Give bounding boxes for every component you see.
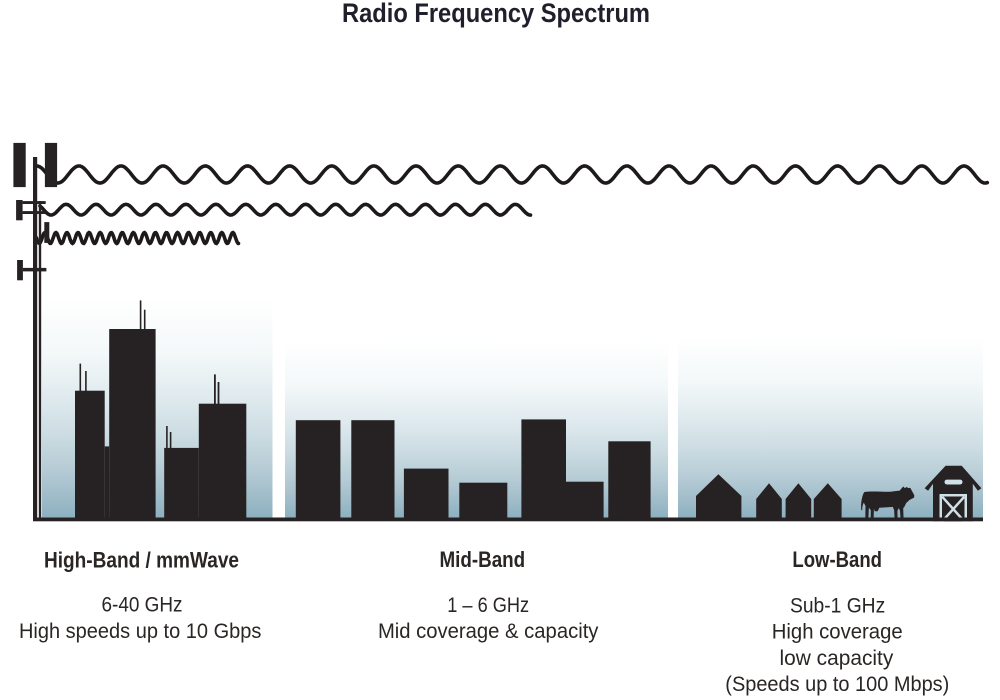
svg-text:Sub-1 GHz: Sub-1 GHz xyxy=(790,594,885,617)
svg-text:1 – 6 GHz: 1 – 6 GHz xyxy=(447,594,529,617)
svg-text:High-Band / mmWave: High-Band / mmWave xyxy=(44,548,239,573)
svg-text:(Speeds up to 100 Mbps): (Speeds up to 100 Mbps) xyxy=(725,673,949,696)
svg-text:Low-Band: Low-Band xyxy=(792,547,882,572)
svg-text:6-40 GHz: 6-40 GHz xyxy=(102,594,183,617)
svg-text:Mid coverage & capacity: Mid coverage & capacity xyxy=(378,620,599,643)
svg-text:High coverage: High coverage xyxy=(772,621,903,644)
svg-text:High speeds up to 10 Gbps: High speeds up to 10 Gbps xyxy=(19,620,262,643)
svg-text:Mid-Band: Mid-Band xyxy=(439,547,525,572)
svg-text:low capacity: low capacity xyxy=(780,647,894,670)
svg-text:Radio Frequency Spectrum: Radio Frequency Spectrum xyxy=(342,0,650,28)
